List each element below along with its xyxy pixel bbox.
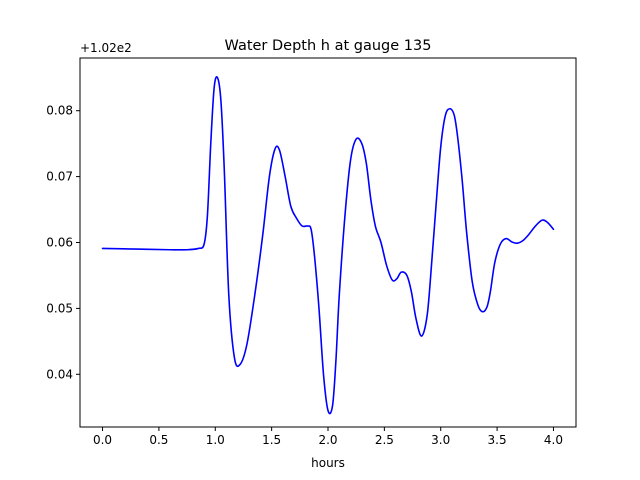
x-tick-label: 1.5 <box>262 433 281 447</box>
x-tick-label: 3.5 <box>488 433 507 447</box>
x-tick-label: 3.0 <box>431 433 450 447</box>
y-axis-offset-text: +1.02e2 <box>80 41 132 55</box>
x-tick-label: 1.0 <box>206 433 225 447</box>
series-line <box>101 76 555 415</box>
x-axis-label: hours <box>311 456 345 470</box>
x-tick-label: 0.0 <box>93 433 112 447</box>
y-axis-ticks: 0.04 0.05 0.06 0.07 0.08 <box>46 104 80 381</box>
x-tick-label: 4.0 <box>544 433 563 447</box>
axes-frame <box>79 57 577 428</box>
y-tick-label: 0.04 <box>46 367 73 381</box>
y-tick-label: 0.07 <box>46 170 73 184</box>
x-axis-ticks: 0.0 0.5 1.0 1.5 2.0 2.5 3.0 3.5 4.0 <box>93 427 563 447</box>
x-tick-label: 2.5 <box>375 433 394 447</box>
x-tick-label: 2.0 <box>318 433 337 447</box>
y-tick-label: 0.05 <box>46 301 73 315</box>
x-tick-label: 0.5 <box>149 433 168 447</box>
y-tick-label: 0.06 <box>46 236 73 250</box>
series-layer <box>101 76 555 415</box>
chart-title: Water Depth h at gauge 135 <box>225 38 432 54</box>
y-tick-label: 0.08 <box>46 104 73 118</box>
